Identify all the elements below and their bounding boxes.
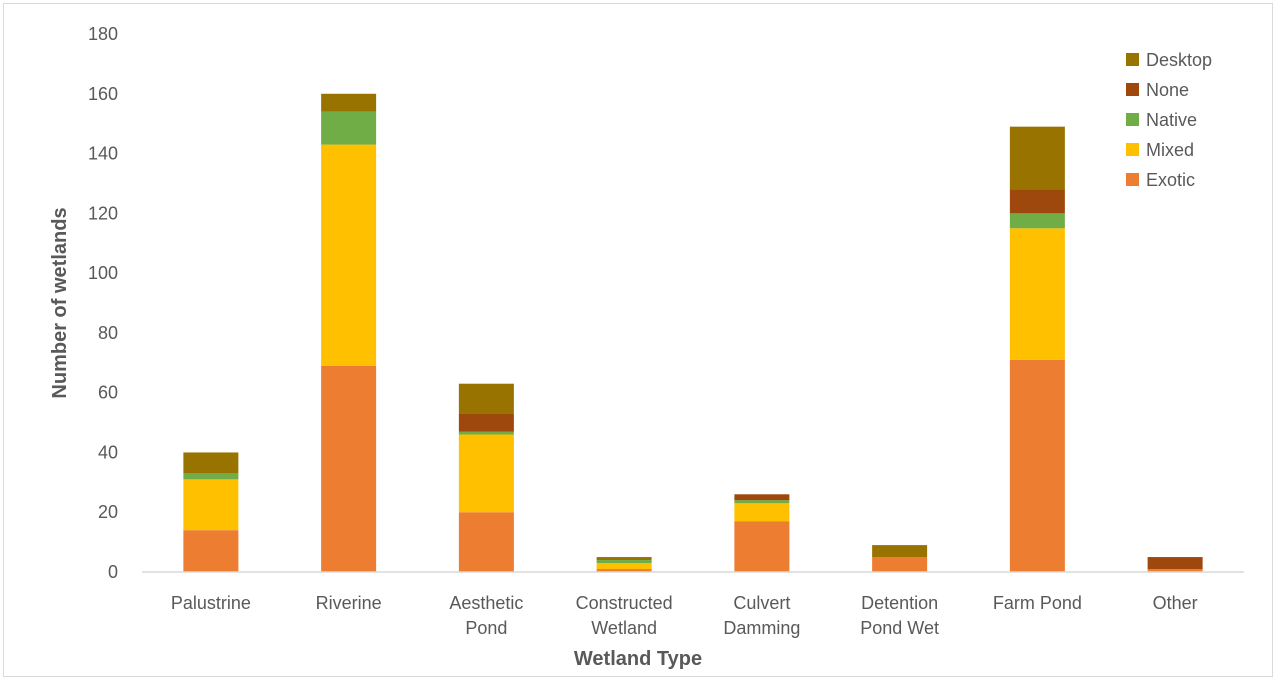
bar-segment-native — [1009, 213, 1065, 229]
x-tick-label: Culvert — [733, 593, 790, 613]
y-tick-label: 120 — [88, 203, 118, 223]
bar-segment-desktop — [1009, 126, 1065, 190]
legend-swatch-exotic — [1126, 173, 1139, 186]
bar-segment-desktop — [183, 452, 239, 474]
y-axis-title: Number of wetlands — [49, 207, 71, 398]
x-tick-label: Pond Wet — [860, 618, 939, 638]
bar-segment-none — [1009, 189, 1065, 214]
bar-segment-mixed — [183, 479, 239, 531]
x-tick-label: Damming — [723, 618, 800, 638]
bar-segment-exotic — [183, 530, 239, 572]
bar-segment-mixed — [596, 563, 652, 570]
y-tick-label: 80 — [98, 323, 118, 343]
x-tick-label: Pond — [465, 618, 507, 638]
y-tick-label: 100 — [88, 263, 118, 283]
bar-segment-none — [1147, 557, 1203, 570]
x-tick-labels: Palustrine Riverine Aesthetic Pond Construct… — [171, 593, 1198, 638]
legend-label-native: Native — [1146, 110, 1197, 130]
x-axis-title: Wetland Type — [574, 648, 702, 670]
bar-segment-none — [458, 413, 514, 432]
bar-segment-native — [596, 560, 652, 564]
bar-segment-exotic — [1147, 569, 1203, 572]
bar-segment-native — [458, 431, 514, 435]
x-tick-label: Wetland — [591, 618, 657, 638]
bar-segment-exotic — [734, 521, 790, 572]
bar-segment-desktop — [458, 383, 514, 414]
x-tick-label: Farm Pond — [993, 593, 1082, 613]
bar-segment-desktop — [321, 93, 377, 112]
legend-label-desktop: Desktop — [1146, 50, 1212, 70]
y-tick-label: 180 — [88, 24, 118, 44]
bar-segment-mixed — [1009, 228, 1065, 360]
legend: Desktop None Native Mixed Exotic — [1126, 50, 1212, 190]
legend-label-mixed: Mixed — [1146, 140, 1194, 160]
bar-segment-exotic — [596, 569, 652, 572]
bar-segment-native — [734, 500, 790, 504]
bar-segment-native — [183, 473, 239, 480]
x-tick-label: Detention — [861, 593, 938, 613]
bar-segment-exotic — [321, 365, 377, 572]
legend-swatch-native — [1126, 113, 1139, 126]
legend-label-none: None — [1146, 80, 1189, 100]
bar-segment-desktop — [596, 557, 652, 561]
bar-segment-desktop — [872, 545, 928, 558]
x-tick-label: Constructed — [576, 593, 673, 613]
legend-swatch-desktop — [1126, 53, 1139, 66]
bars — [183, 93, 1203, 572]
bar-segment-exotic — [1009, 359, 1065, 572]
legend-swatch-none — [1126, 83, 1139, 96]
y-tick-label: 140 — [88, 144, 118, 164]
y-tick-label: 0 — [108, 562, 118, 582]
bar-segment-mixed — [321, 144, 377, 366]
legend-swatch-mixed — [1126, 143, 1139, 156]
y-tick-labels: 0 20 40 60 80 100 120 140 160 180 — [88, 24, 118, 582]
bar-segment-exotic — [872, 557, 928, 572]
bar-segment-none — [734, 494, 790, 501]
bar-segment-exotic — [458, 512, 514, 572]
bar-segment-mixed — [458, 434, 514, 513]
x-tick-label: Riverine — [316, 593, 382, 613]
y-tick-label: 60 — [98, 383, 118, 403]
y-tick-label: 20 — [98, 502, 118, 522]
legend-label-exotic: Exotic — [1146, 170, 1195, 190]
x-tick-label: Palustrine — [171, 593, 251, 613]
bar-segment-mixed — [734, 503, 790, 522]
x-tick-label: Other — [1153, 593, 1198, 613]
bar-segment-native — [321, 111, 377, 145]
y-tick-label: 40 — [98, 442, 118, 462]
x-tick-label: Aesthetic — [449, 593, 523, 613]
y-tick-label: 160 — [88, 84, 118, 104]
